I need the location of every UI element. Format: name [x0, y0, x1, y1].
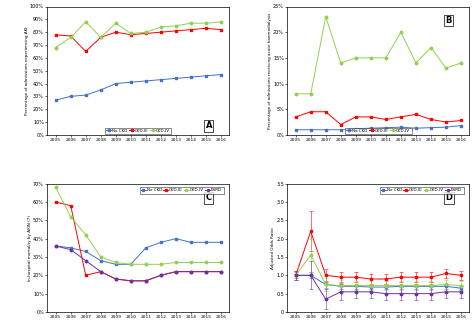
Legend: No CKD, CKD-III, CKD-IV, ESRD: No CKD, CKD-III, CKD-IV, ESRD — [140, 187, 224, 193]
Y-axis label: Percentage of admissions receiving acute haemodialysis: Percentage of admissions receiving acute… — [268, 13, 272, 129]
Text: A: A — [206, 122, 212, 130]
Y-axis label: Adjusted Odds Ratio: Adjusted Odds Ratio — [271, 227, 275, 269]
Legend: No CKD, CKD-III, CKD-IV: No CKD, CKD-III, CKD-IV — [105, 127, 172, 134]
Y-axis label: In-hospital mortality by AKIN (7): In-hospital mortality by AKIN (7) — [27, 215, 32, 281]
Y-axis label: Percentage of admissions experiencing AKI: Percentage of admissions experiencing AK… — [25, 27, 28, 115]
Text: C: C — [206, 193, 212, 202]
Legend: No CKD, CKD-III, CKD-IV, ESRD: No CKD, CKD-III, CKD-IV, ESRD — [380, 187, 464, 193]
Text: D: D — [446, 193, 453, 202]
Text: B: B — [446, 16, 452, 25]
Legend: No CKD, CKD-III, CKD-IV: No CKD, CKD-III, CKD-IV — [345, 127, 411, 134]
